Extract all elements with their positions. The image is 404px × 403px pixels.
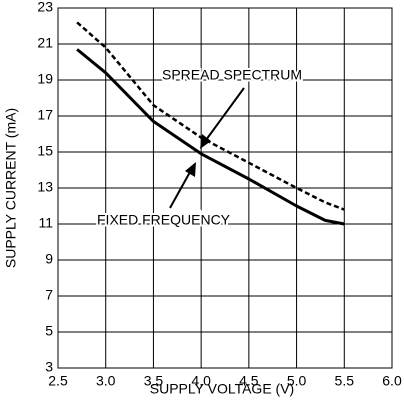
- x-tick-label: 3.5: [144, 373, 164, 389]
- x-tick-label: 6.0: [382, 373, 402, 389]
- y-tick-label: 23: [37, 0, 53, 15]
- annotation-arrow: [200, 87, 245, 149]
- y-tick-label: 21: [37, 35, 53, 51]
- annotation: FIXED FREQUENCY: [97, 212, 231, 228]
- x-tick-label: 4.0: [191, 373, 211, 389]
- x-tick-label: 5.5: [335, 373, 355, 389]
- y-tick-label: 9: [45, 251, 53, 267]
- y-tick-label: 15: [37, 143, 53, 159]
- y-tick-label: 11: [38, 215, 53, 231]
- y-tick-label: 5: [45, 323, 53, 339]
- y-tick-label: 17: [37, 107, 53, 123]
- annotation: SPREAD SPECTRUM: [162, 67, 302, 83]
- series-line: [76, 48, 345, 226]
- annotation-arrow: [169, 162, 196, 209]
- x-tick-label: 3.0: [96, 373, 116, 389]
- y-tick-label: 7: [45, 287, 53, 303]
- x-tick-label: 4.5: [239, 373, 259, 389]
- plot-frame: [57, 7, 393, 369]
- x-tick-label: 2.5: [48, 373, 68, 389]
- y-tick-label: 3: [45, 359, 53, 375]
- x-tick-label: 5.0: [287, 373, 307, 389]
- y-tick-label: 19: [37, 71, 53, 87]
- x-axis-label: SUPPLY VOLTAGE (V): [150, 381, 294, 397]
- y-axis-label: SUPPLY CURRENT (mA): [3, 108, 19, 268]
- y-tick-label: 13: [37, 179, 53, 195]
- series-line: [76, 21, 345, 211]
